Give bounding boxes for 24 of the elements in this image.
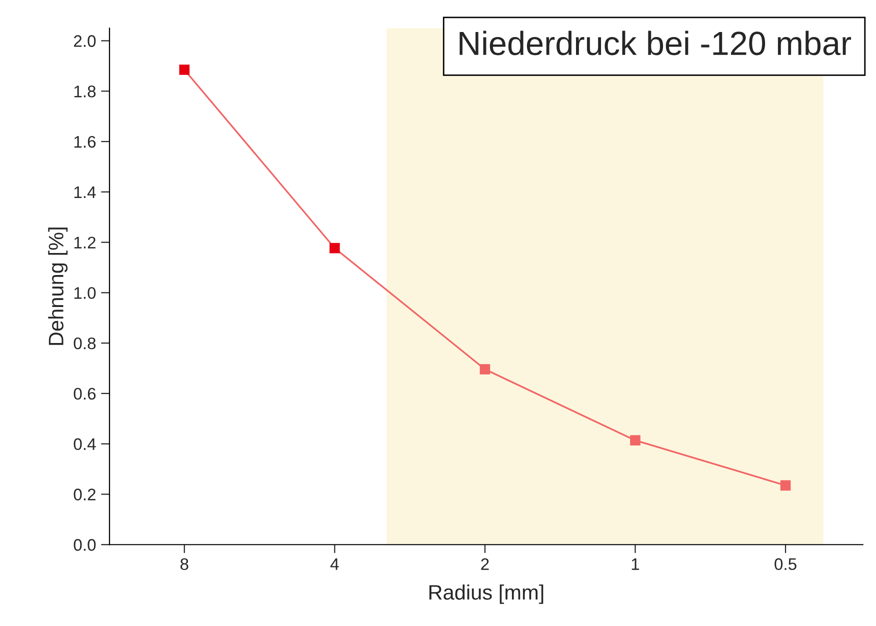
point bbox=[330, 242, 340, 254]
x-tick-label: 8 bbox=[180, 558, 188, 570]
y-tick-label: 1.0 bbox=[74, 287, 96, 299]
y-tick-label: 0.8 bbox=[74, 337, 96, 350]
y-axis-title: Dehnung [%] bbox=[48, 228, 68, 345]
y-tick-label: 1.6 bbox=[74, 136, 96, 148]
point bbox=[179, 64, 190, 75]
x-tick-label: 4 bbox=[330, 558, 339, 570]
x-tick-label: 1 bbox=[632, 558, 640, 570]
y-tick-label: 0.0 bbox=[74, 539, 96, 551]
y-tick-label: 1.2 bbox=[74, 236, 96, 248]
y-tick-label: 0.2 bbox=[74, 488, 96, 500]
x-axis-title: Radius [mm] bbox=[429, 584, 544, 604]
y-tick-label: 0.6 bbox=[74, 388, 96, 400]
y-tick-label: 1.8 bbox=[74, 86, 96, 98]
point bbox=[780, 480, 791, 491]
y-tick-label: 2.0 bbox=[74, 35, 96, 47]
x-tick-label: 2 bbox=[481, 558, 489, 570]
point bbox=[630, 435, 640, 446]
x-tick-label: 0.5 bbox=[774, 558, 796, 570]
y-tick-label: 0.4 bbox=[74, 438, 96, 450]
point bbox=[480, 364, 490, 374]
chart-title: Niederdruck bei -120 mbar bbox=[460, 30, 852, 56]
y-tick-label: 1.4 bbox=[74, 186, 96, 198]
